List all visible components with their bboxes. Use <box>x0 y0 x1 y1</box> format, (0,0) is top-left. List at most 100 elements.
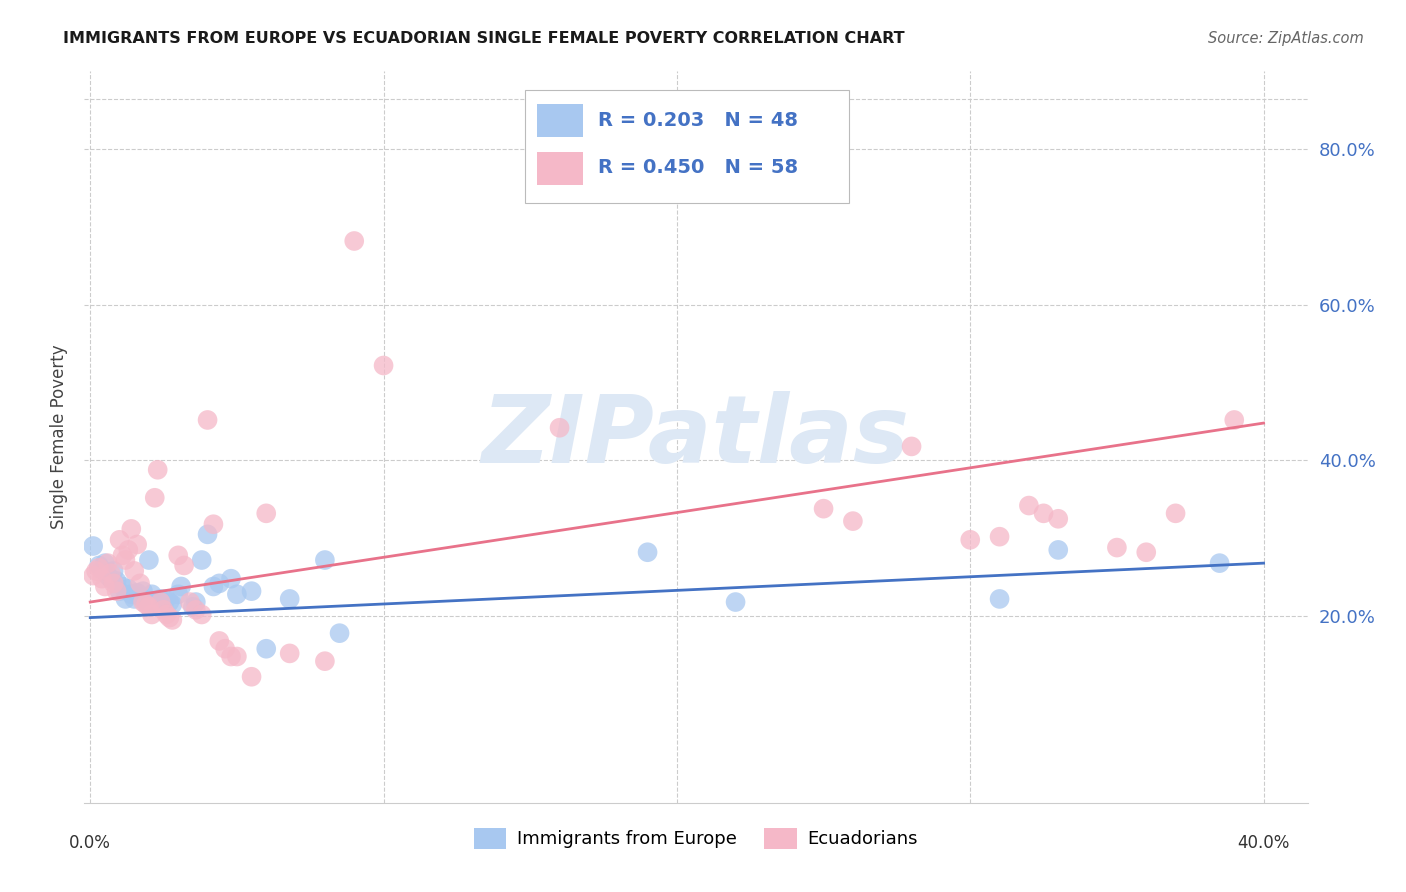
Point <box>197 413 219 427</box>
Point <box>122 591 145 606</box>
Point <box>103 564 125 578</box>
Point <box>114 553 136 567</box>
Point <box>219 649 242 664</box>
Point <box>132 584 155 599</box>
Point <box>138 599 160 614</box>
Point <box>190 607 212 622</box>
Point <box>278 591 301 606</box>
Point <box>149 595 172 609</box>
Point <box>120 587 142 601</box>
Point <box>91 562 114 576</box>
Point <box>149 591 172 606</box>
Point <box>1223 413 1246 427</box>
Text: R = 0.450   N = 58: R = 0.450 N = 58 <box>598 159 799 178</box>
Point <box>225 587 247 601</box>
Point <box>314 654 336 668</box>
Point <box>637 545 659 559</box>
Point <box>155 607 177 622</box>
Point <box>167 587 190 601</box>
Point <box>146 598 169 612</box>
Point <box>1047 542 1070 557</box>
Point <box>141 607 163 622</box>
Point <box>208 634 231 648</box>
Point <box>314 553 336 567</box>
Point <box>278 647 301 661</box>
Point <box>343 234 366 248</box>
Point <box>146 463 169 477</box>
Point <box>94 556 117 570</box>
FancyBboxPatch shape <box>537 104 583 137</box>
Point <box>141 587 163 601</box>
Point <box>100 566 122 581</box>
Point <box>143 491 166 505</box>
Point <box>173 558 195 573</box>
Point <box>132 595 155 609</box>
Y-axis label: Single Female Poverty: Single Female Poverty <box>51 345 69 529</box>
Point <box>1018 499 1040 513</box>
Point <box>108 584 131 599</box>
Point <box>122 564 145 578</box>
Legend: Immigrants from Europe, Ecuadorians: Immigrants from Europe, Ecuadorians <box>467 821 925 856</box>
FancyBboxPatch shape <box>537 152 583 185</box>
Point <box>97 568 120 582</box>
Text: ZIPatlas: ZIPatlas <box>482 391 910 483</box>
Point <box>129 590 152 604</box>
Text: Source: ZipAtlas.com: Source: ZipAtlas.com <box>1208 31 1364 46</box>
Point <box>1032 506 1054 520</box>
Text: IMMIGRANTS FROM EUROPE VS ECUADORIAN SINGLE FEMALE POVERTY CORRELATION CHART: IMMIGRANTS FROM EUROPE VS ECUADORIAN SIN… <box>63 31 905 46</box>
Point <box>202 517 225 532</box>
Point <box>155 591 177 606</box>
Point <box>842 514 865 528</box>
Point <box>1047 512 1070 526</box>
Point <box>87 561 110 575</box>
Point <box>179 595 201 609</box>
Point <box>181 599 204 614</box>
Point <box>105 584 128 599</box>
Text: 40.0%: 40.0% <box>1237 834 1289 852</box>
Point <box>159 595 181 609</box>
Point <box>1135 545 1157 559</box>
Text: R = 0.203   N = 48: R = 0.203 N = 48 <box>598 111 799 130</box>
Point <box>152 603 174 617</box>
Point <box>184 603 207 617</box>
Point <box>254 506 277 520</box>
Point <box>162 598 184 612</box>
Point <box>97 556 120 570</box>
Point <box>100 572 122 586</box>
FancyBboxPatch shape <box>524 90 849 203</box>
Point <box>111 579 134 593</box>
Point <box>103 576 125 591</box>
Point <box>184 595 207 609</box>
Point <box>813 501 835 516</box>
Point <box>82 539 104 553</box>
Point <box>254 641 277 656</box>
Point <box>959 533 981 547</box>
Point <box>135 598 157 612</box>
Point <box>988 530 1011 544</box>
Point <box>111 549 134 563</box>
Point <box>152 601 174 615</box>
Point <box>159 610 181 624</box>
Point <box>94 579 117 593</box>
Point <box>1164 506 1187 520</box>
Point <box>84 564 107 578</box>
Point <box>117 542 139 557</box>
Point <box>170 579 193 593</box>
Point <box>143 595 166 609</box>
Point <box>225 649 247 664</box>
Point <box>117 582 139 596</box>
Point <box>724 595 747 609</box>
Point <box>329 626 352 640</box>
Point <box>240 584 263 599</box>
Point <box>87 558 110 573</box>
Point <box>82 568 104 582</box>
Point <box>162 613 184 627</box>
Point <box>114 591 136 606</box>
Point <box>108 533 131 547</box>
Point <box>240 670 263 684</box>
Point <box>135 595 157 609</box>
Point <box>219 572 242 586</box>
Point <box>373 359 395 373</box>
Point <box>129 576 152 591</box>
Point <box>1105 541 1128 555</box>
